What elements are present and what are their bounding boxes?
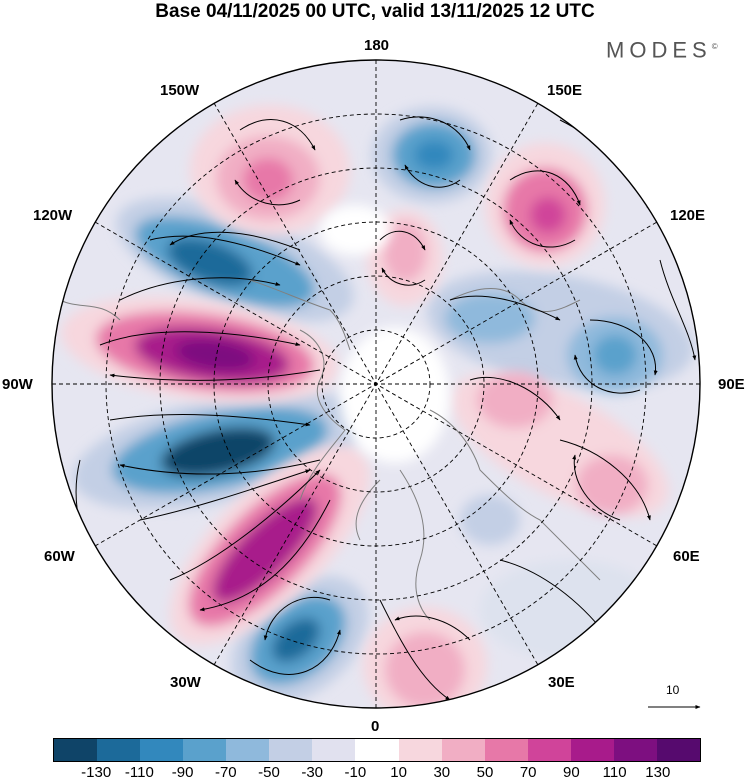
colorbar-swatch <box>398 739 442 761</box>
colorbar-swatch <box>183 739 227 761</box>
colorbar-swatch <box>97 739 141 761</box>
colorbar-tick-label: -30 <box>301 764 324 781</box>
colorbar-labels: -130 -110 -90 -70 -50 -30 -10 10 30 50 70 90 110 130 <box>0 764 750 784</box>
negative-anomaly-top <box>372 107 492 203</box>
lon-label-30e: 30E <box>548 674 575 691</box>
positive-anomaly-bottom <box>363 607 487 708</box>
colorbar <box>53 738 701 762</box>
colorbar-tick-label: 50 <box>476 764 494 781</box>
reference-vector-label: 10 <box>666 683 680 697</box>
colorbar-swatch <box>613 739 657 761</box>
graticule <box>52 60 700 708</box>
chart-title: Base 04/11/2025 00 UTC, valid 13/11/2025… <box>155 1 595 22</box>
colorbar-tick-label: -110 <box>124 764 154 781</box>
colorbar-tick-label: -10 <box>344 764 367 781</box>
colorbar-tick-label: -130 <box>81 764 112 781</box>
colorbar-tick-label: 30 <box>433 764 451 781</box>
colorbar-tick-label: -70 <box>214 764 237 781</box>
colorbar-tick-label: 90 <box>563 764 580 781</box>
colorbar-swatch <box>312 739 356 761</box>
lon-label-left: 90W <box>2 376 33 393</box>
lon-label-150w: 150W <box>160 82 200 99</box>
colorbar-tick-label: -50 <box>258 764 280 781</box>
positive-anomaly-upper-right <box>485 143 605 267</box>
lon-label-right: 90E <box>718 376 745 393</box>
colorbar-swatch <box>484 739 528 761</box>
colorbar-tick-label: 10 <box>390 764 407 781</box>
positive-anomaly-lower-left <box>170 445 370 645</box>
positive-anomaly-upper-left <box>190 105 350 235</box>
colorbar-swatch <box>269 739 313 761</box>
lon-label-top: 180 <box>364 37 390 54</box>
map-boundary <box>51 59 701 709</box>
lon-label-120w: 120W <box>33 207 73 224</box>
colorbar-swatch <box>54 739 98 761</box>
lon-label-bottom: 0 <box>371 718 380 735</box>
colorbar-swatch <box>527 739 571 761</box>
colorbar-swatch <box>226 739 270 761</box>
colorbar-tick-label: 70 <box>519 764 537 781</box>
lon-label-60w: 60W <box>44 548 75 565</box>
lon-label-30w: 30W <box>170 674 201 691</box>
positive-anomaly-right <box>451 372 669 517</box>
anomaly-field <box>52 60 700 708</box>
colorbar-swatch <box>441 739 485 761</box>
brand-logo: MODES© <box>606 35 718 62</box>
polar-map <box>51 59 701 709</box>
colorbar-tick-label: -90 <box>171 764 194 781</box>
lon-label-150e: 150E <box>547 82 583 99</box>
colorbar-tick-label: 130 <box>645 764 671 781</box>
colorbar-tick-label: 110 <box>602 764 627 781</box>
brand-mark: © <box>711 42 718 51</box>
brand-text: MODES <box>606 37 712 63</box>
colorbar-swatch <box>140 739 184 761</box>
lon-label-120e: 120E <box>670 207 706 224</box>
lon-label-60e: 60E <box>673 548 700 565</box>
colorbar-swatch <box>355 739 399 761</box>
colorbar-swatch <box>570 739 614 761</box>
colorbar-swatch <box>656 739 700 761</box>
wind-streamlines <box>75 116 697 701</box>
